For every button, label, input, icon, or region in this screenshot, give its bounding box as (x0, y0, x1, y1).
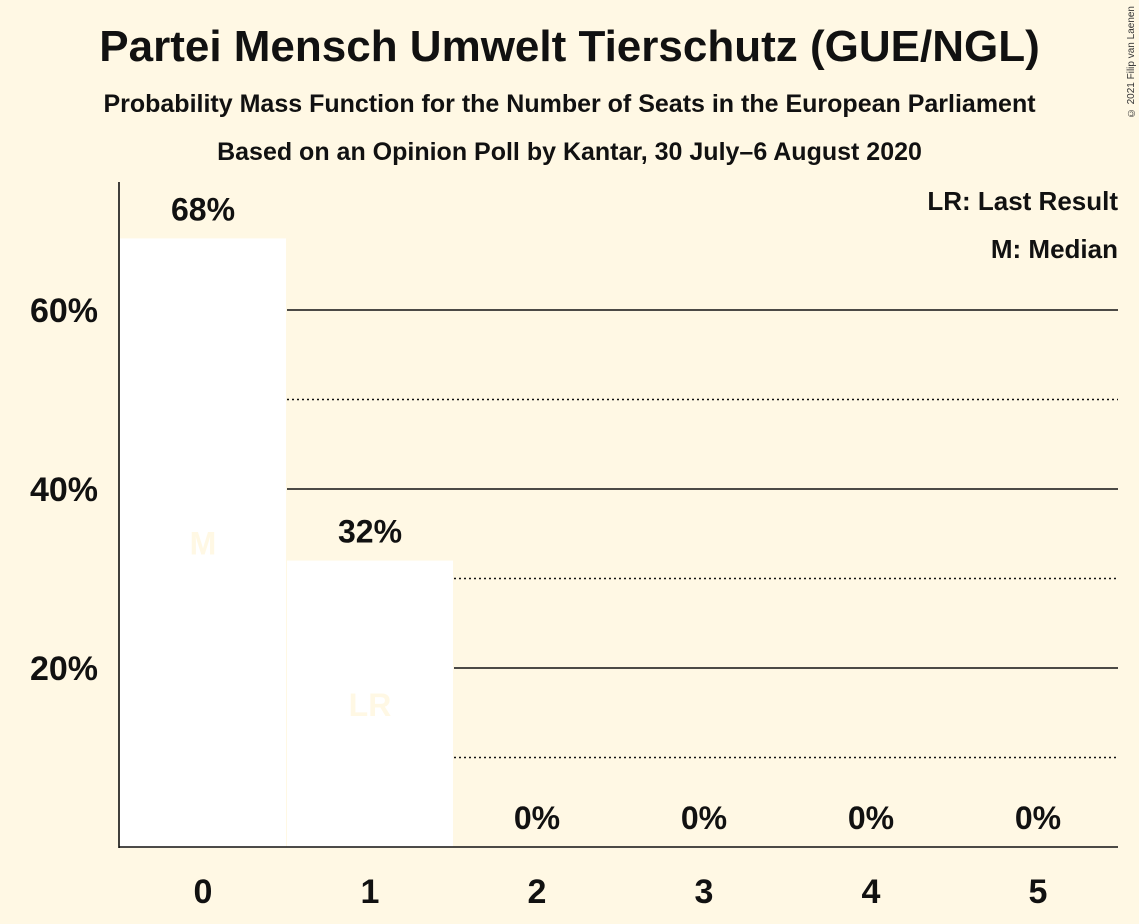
x-tick-label: 3 (695, 873, 714, 911)
chart-source-subtitle: Based on an Opinion Poll by Kantar, 30 J… (217, 138, 922, 166)
x-tick-label: 5 (1029, 873, 1048, 911)
legend-median: M: Median (990, 234, 1118, 264)
chart-subtitle: Probability Mass Function for the Number… (103, 90, 1036, 118)
legend-last-result: LR: Last Result (927, 186, 1118, 216)
x-tick-label: 0 (194, 873, 213, 911)
y-tick-label: 60% (30, 292, 98, 330)
data-label: 32% (338, 514, 402, 550)
last-result-marker: LR (349, 687, 392, 723)
x-tick-label: 1 (361, 873, 380, 911)
data-label: 0% (1015, 800, 1061, 836)
x-tick-label: 4 (862, 873, 881, 911)
y-tick-label: 20% (30, 650, 98, 688)
median-marker: M (190, 526, 217, 562)
data-label: 0% (681, 800, 727, 836)
data-label: 68% (171, 191, 235, 227)
x-tick-label: 2 (528, 873, 547, 911)
data-label: 0% (848, 800, 894, 836)
data-label: 0% (514, 800, 560, 836)
bar-1 (287, 560, 453, 847)
bar-0 (120, 238, 286, 847)
y-tick-label: 40% (30, 471, 98, 509)
chart-title: Partei Mensch Umwelt Tierschutz (GUE/NGL… (99, 22, 1040, 71)
